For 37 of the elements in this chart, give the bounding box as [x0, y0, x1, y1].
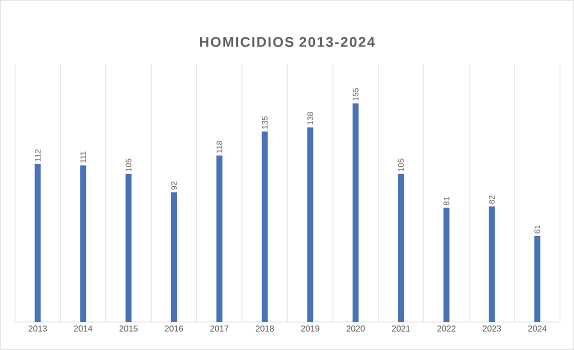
x-tick-label: 2019: [301, 326, 320, 332]
x-tick-label: 2023: [482, 326, 501, 332]
data-label: 105: [398, 158, 404, 172]
x-tick-label: 2022: [437, 326, 456, 332]
bar: [398, 174, 404, 322]
data-label: 118: [216, 140, 222, 153]
bar: [443, 208, 450, 322]
x-tick-label: 2016: [164, 326, 184, 332]
data-label: 82: [489, 196, 495, 204]
bar: [216, 156, 222, 322]
data-label: 112: [34, 149, 41, 162]
bar: [80, 165, 86, 322]
data-label: 81: [444, 197, 450, 206]
data-label: 135: [262, 116, 268, 129]
x-tick-label: 2014: [74, 326, 92, 332]
x-tick-label: 2024: [528, 326, 546, 332]
x-tick-label: 2021: [392, 326, 410, 332]
chart-title: HOMICIDIOS 2013-2024: [200, 37, 375, 47]
x-tick-label: 2013: [28, 326, 47, 332]
x-tick-label: 2020: [346, 326, 365, 332]
bar: [34, 164, 41, 322]
bar: [534, 236, 540, 322]
data-label: 92: [171, 182, 177, 190]
data-label: 105: [126, 158, 132, 172]
bar: [126, 174, 132, 322]
bar: [262, 132, 268, 322]
bar: [170, 192, 177, 322]
bar: [352, 103, 359, 322]
bar: [488, 206, 495, 322]
data-label: 155: [352, 88, 358, 101]
bar: [307, 127, 314, 322]
x-tick-label: 2018: [256, 326, 274, 332]
data-label: 138: [307, 112, 314, 125]
x-tick-label: 2015: [120, 326, 138, 332]
data-label: 61: [534, 225, 540, 234]
data-label: 111: [80, 151, 86, 163]
x-tick-label: 2017: [210, 326, 228, 332]
